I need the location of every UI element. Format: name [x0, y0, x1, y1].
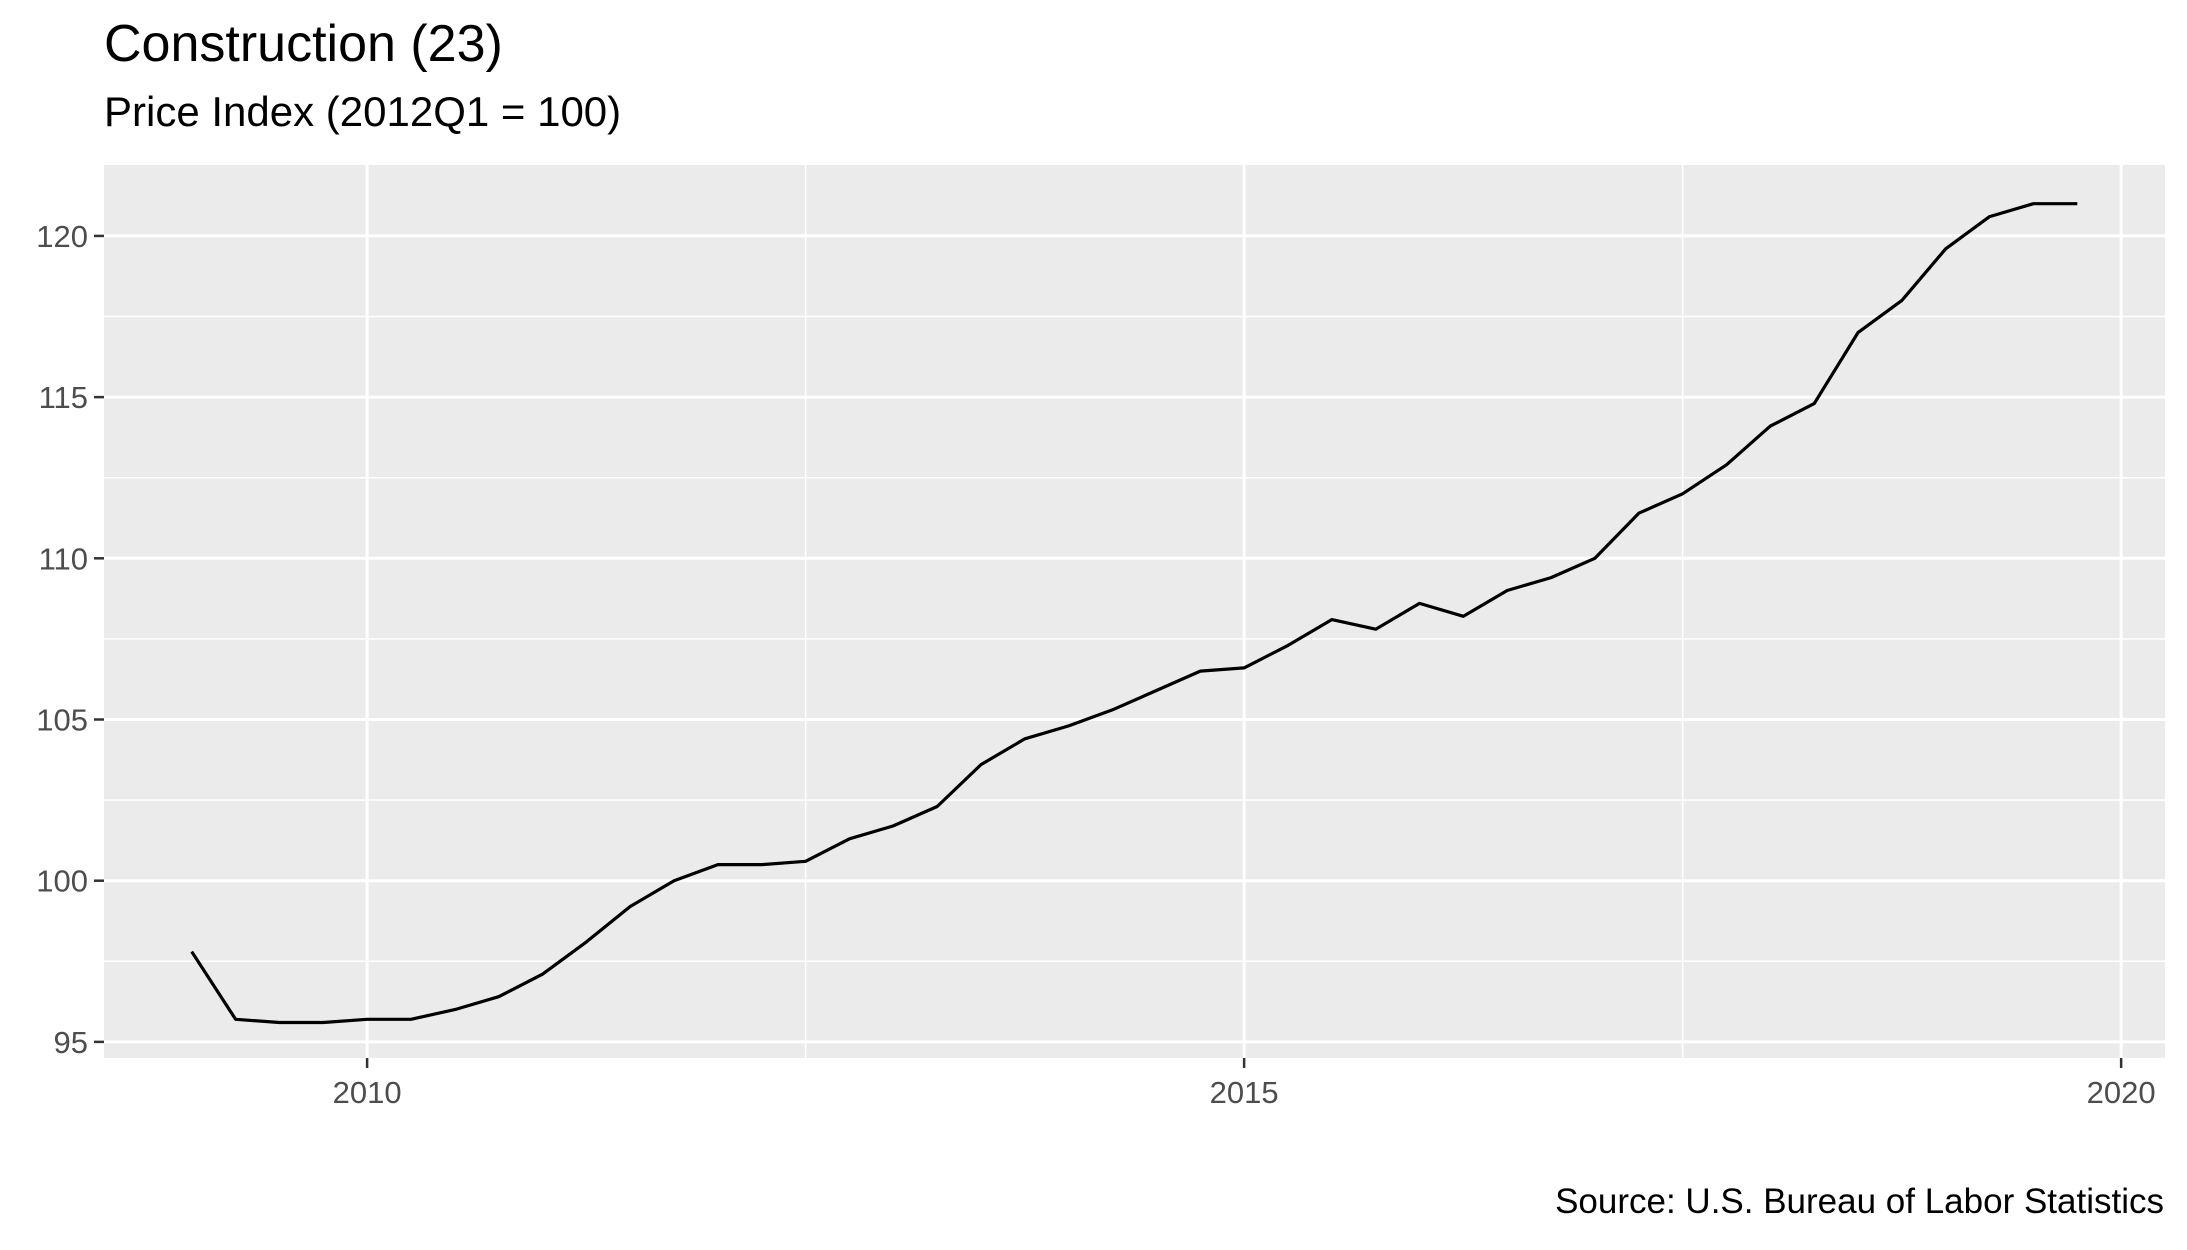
y-tick-label: 115 [39, 380, 88, 415]
minor-gridlines [104, 165, 2165, 1058]
chart-title: Construction (23) [104, 15, 503, 73]
y-tick-label: 120 [36, 219, 88, 254]
series-layer [190, 202, 2078, 1025]
y-tick-label: 100 [36, 864, 88, 899]
y-axis: 95 100 105 110 115 120 [36, 219, 104, 1060]
y-tick-label: 95 [54, 1025, 88, 1060]
x-tick-label: 2020 [2087, 1075, 2156, 1110]
series-line [190, 202, 2078, 1025]
chart-subtitle: Price Index (2012Q1 = 100) [104, 88, 622, 135]
x-axis: 2010 2015 2020 [333, 1058, 2156, 1110]
x-tick-label: 2015 [1210, 1075, 1279, 1110]
y-tick-label: 110 [39, 541, 88, 576]
y-tick-label: 105 [36, 702, 88, 737]
major-gridlines [104, 165, 2165, 1058]
plot-panel [104, 165, 2165, 1058]
chart-caption: Source: U.S. Bureau of Labor Statistics [1555, 1182, 2164, 1221]
x-tick-label: 2010 [333, 1075, 402, 1110]
